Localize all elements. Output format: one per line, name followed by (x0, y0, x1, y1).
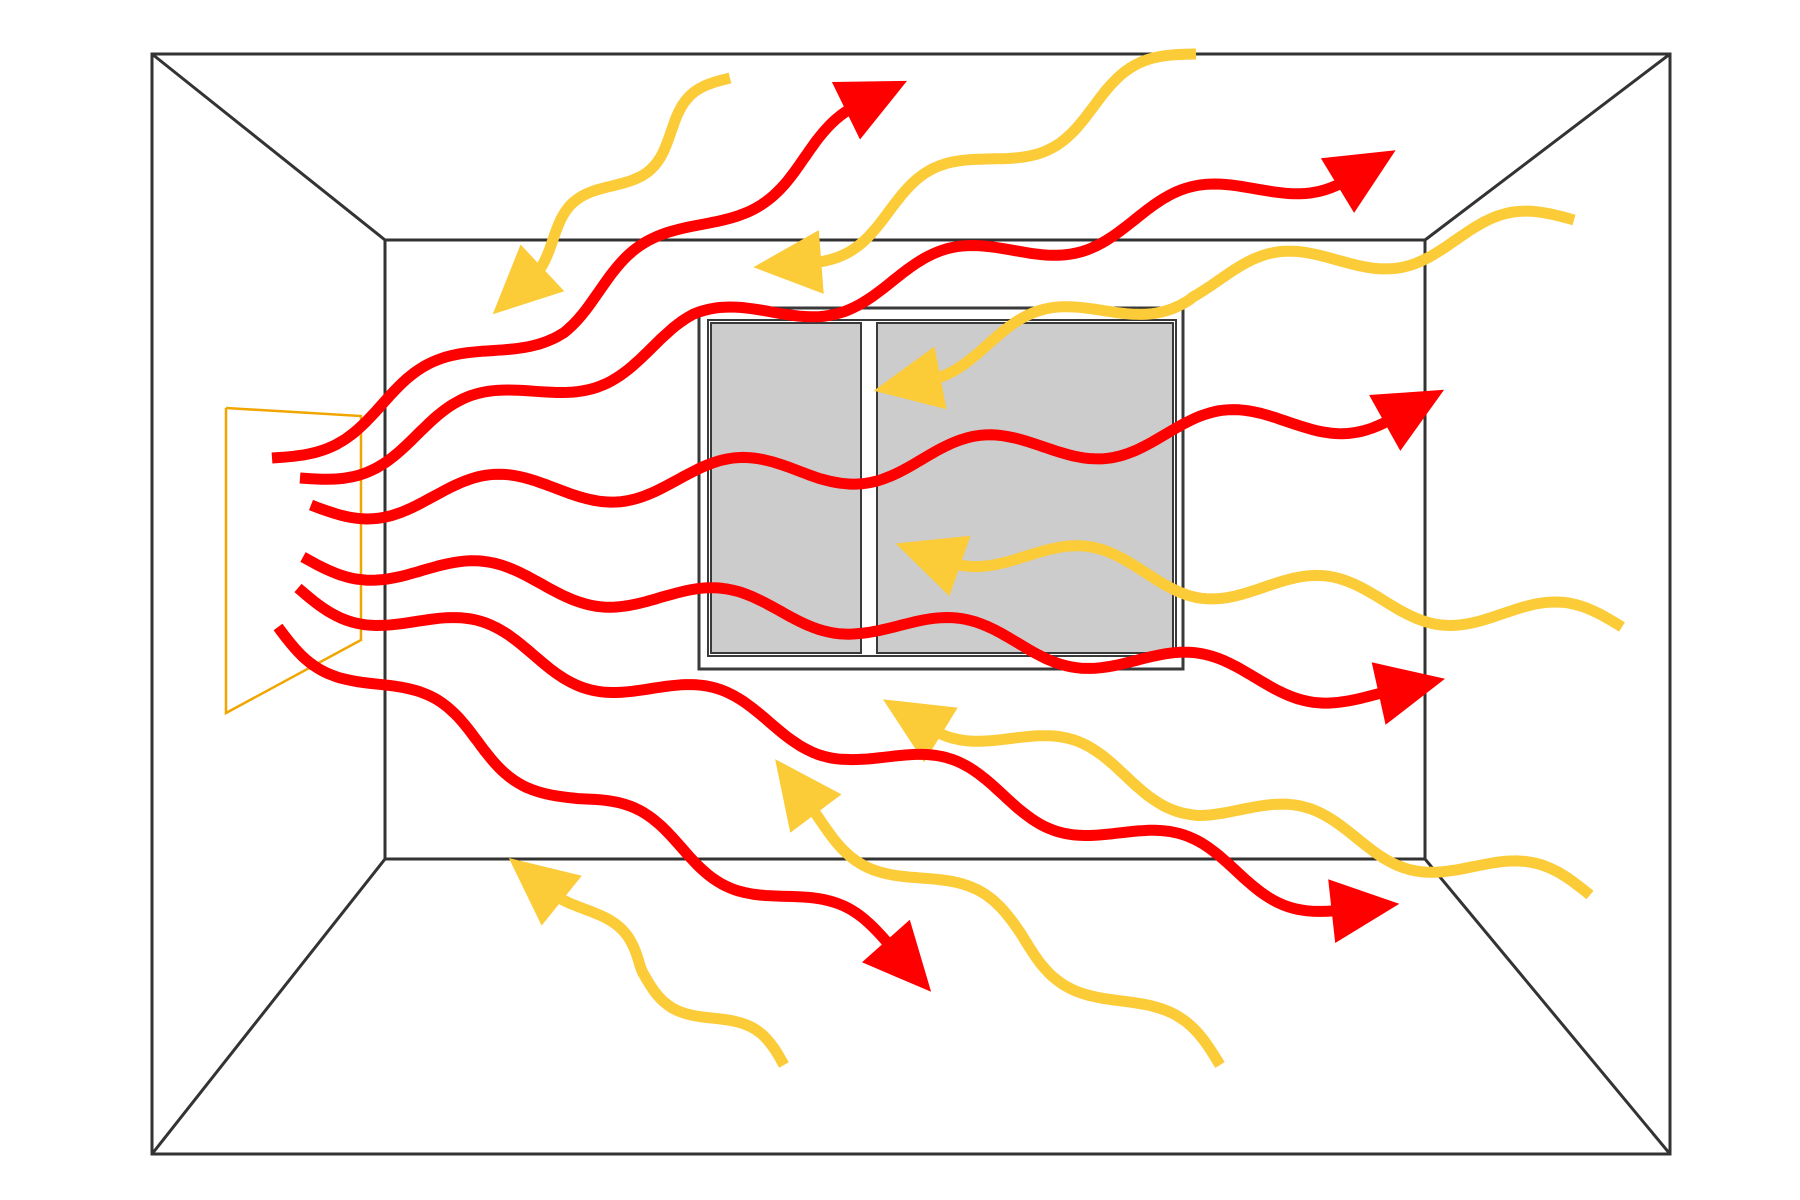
emitted-heat-wave-arrowhead-4 (1371, 662, 1445, 725)
reflected-heat-wave-3 (921, 205, 1576, 387)
reflected-heat-wave-6 (800, 795, 1225, 1068)
reflected-heat-wave-4 (941, 540, 1625, 632)
emitted-heat-wave-5 (294, 583, 1351, 917)
reflected-heat-wave-1 (525, 72, 732, 285)
reflected-heat-wave-arrowhead-7 (508, 858, 582, 926)
emitted-heat-wave-4 (300, 552, 1398, 709)
emitted-heat-waves (271, 80, 1445, 992)
emitted-heat-wave-arrowhead-2 (1320, 150, 1396, 213)
back-wall (383, 238, 1427, 861)
emitted-heat-wave-arrowhead-1 (831, 80, 907, 140)
emitted-heat-wave-1 (271, 97, 865, 464)
heater-panel (224, 406, 363, 716)
reflected-heat-wave-7 (544, 885, 789, 1068)
outer-wall-frame (150, 52, 1672, 1156)
reflected-heat-wave-arrowhead-3 (873, 346, 947, 410)
emitted-heat-wave-arrowhead-3 (1369, 389, 1445, 451)
reflected-heat-wave-5 (922, 720, 1594, 900)
reflected-heat-wave-arrowhead-2 (753, 230, 824, 294)
heater-panel-outline (224, 406, 363, 716)
emitted-heat-wave-2 (299, 171, 1356, 485)
emitted-heat-wave-6 (273, 623, 903, 959)
reflected-heat-wave-arrowhead-4 (895, 535, 971, 597)
emitted-heat-wave-arrowhead-5 (1328, 879, 1400, 943)
floor-edge-left (150, 858, 387, 1155)
floor-edge-right (1423, 858, 1672, 1155)
emitted-heat-wave-arrowhead-6 (862, 919, 932, 992)
reflected-heat-waves (492, 48, 1625, 1068)
ceiling-edge-left (151, 52, 386, 242)
reflected-heat-wave-arrowhead-6 (775, 759, 842, 833)
emitted-heat-wave-3 (308, 404, 1404, 525)
ceiling-edge-right (1424, 52, 1671, 242)
reflected-heat-wave-arrowhead-1 (492, 244, 565, 315)
reflected-heat-wave-2 (802, 48, 1197, 269)
room-perspective-outline (150, 52, 1672, 1156)
reflected-heat-wave-arrowhead-5 (883, 699, 958, 763)
window-inner-frame (707, 319, 1177, 657)
window-frame (697, 306, 1185, 671)
